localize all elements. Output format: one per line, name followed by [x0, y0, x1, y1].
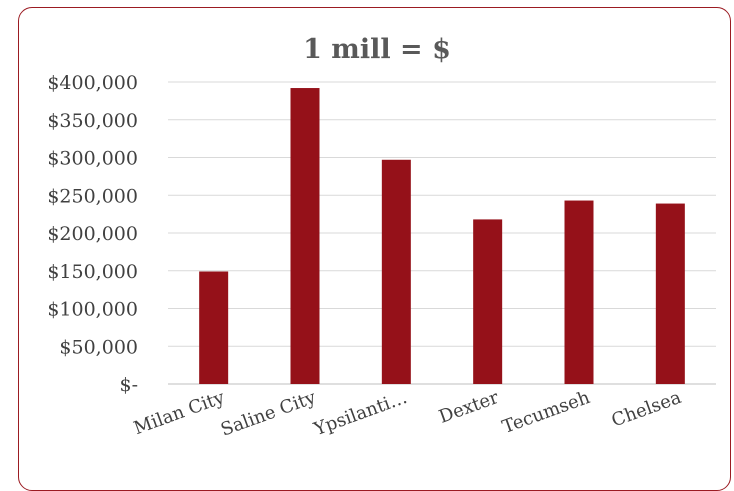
- x-tick-label: Milan City: [131, 387, 228, 439]
- y-tick-label: $350,000: [47, 110, 138, 132]
- gridlines: [168, 81, 716, 385]
- bars: [199, 88, 685, 384]
- x-tick-label: Saline City: [218, 387, 319, 441]
- bar: [655, 203, 685, 384]
- bar: [290, 88, 320, 384]
- x-tick-label: Tecumseh: [500, 387, 594, 438]
- y-tick-label: $50,000: [59, 336, 138, 358]
- y-tick-label: $400,000: [47, 72, 138, 94]
- bar: [199, 271, 229, 384]
- x-tick-label: Dexter: [436, 387, 502, 428]
- y-tick-label: $200,000: [47, 223, 138, 245]
- x-tick-label: Chelsea: [609, 387, 684, 432]
- y-tick-label: $-: [119, 374, 138, 396]
- x-tick-label: Ypsilanti…: [310, 387, 410, 440]
- y-tick-label: $150,000: [47, 261, 138, 283]
- y-axis-ticks: $- $50,000 $100,000 $150,000 $200,000 $250,00…: [47, 72, 138, 396]
- bar: [564, 200, 594, 384]
- bar: [473, 219, 503, 384]
- bar: [381, 159, 411, 384]
- chart-frame: [18, 7, 731, 491]
- y-tick-label: $100,000: [47, 299, 138, 321]
- y-tick-label: $250,000: [47, 185, 138, 207]
- y-tick-label: $300,000: [47, 148, 138, 170]
- chart-title: 1 mill = $: [303, 34, 451, 65]
